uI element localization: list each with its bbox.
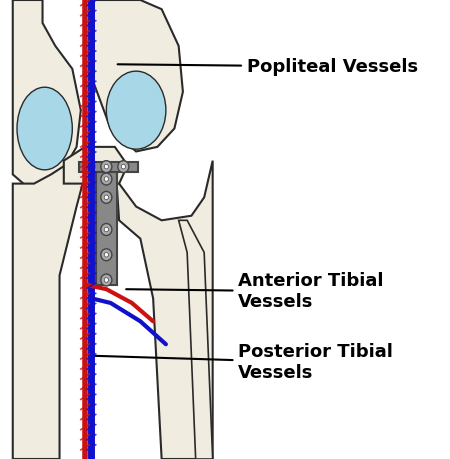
Circle shape (104, 177, 108, 181)
Text: Popliteal Vessels: Popliteal Vessels (117, 57, 418, 76)
Circle shape (101, 161, 112, 173)
Circle shape (104, 278, 108, 282)
Text: Anterior Tibial
Vessels: Anterior Tibial Vessels (126, 272, 384, 311)
Polygon shape (96, 163, 117, 285)
Polygon shape (13, 161, 85, 459)
Ellipse shape (17, 87, 72, 170)
Text: Posterior Tibial
Vessels: Posterior Tibial Vessels (94, 343, 393, 382)
Circle shape (104, 164, 108, 169)
Polygon shape (79, 162, 138, 172)
Polygon shape (179, 220, 213, 459)
Circle shape (101, 191, 112, 203)
Circle shape (104, 227, 108, 232)
Circle shape (101, 274, 112, 286)
Circle shape (121, 164, 126, 169)
Circle shape (118, 161, 129, 173)
Circle shape (104, 252, 108, 257)
Polygon shape (64, 147, 128, 184)
Circle shape (104, 195, 108, 200)
Ellipse shape (106, 71, 166, 149)
Circle shape (87, 164, 91, 169)
Polygon shape (13, 0, 81, 193)
Polygon shape (94, 0, 183, 151)
Circle shape (84, 161, 95, 173)
Circle shape (101, 173, 112, 185)
Circle shape (101, 224, 112, 235)
Circle shape (101, 249, 112, 261)
Polygon shape (115, 156, 213, 459)
